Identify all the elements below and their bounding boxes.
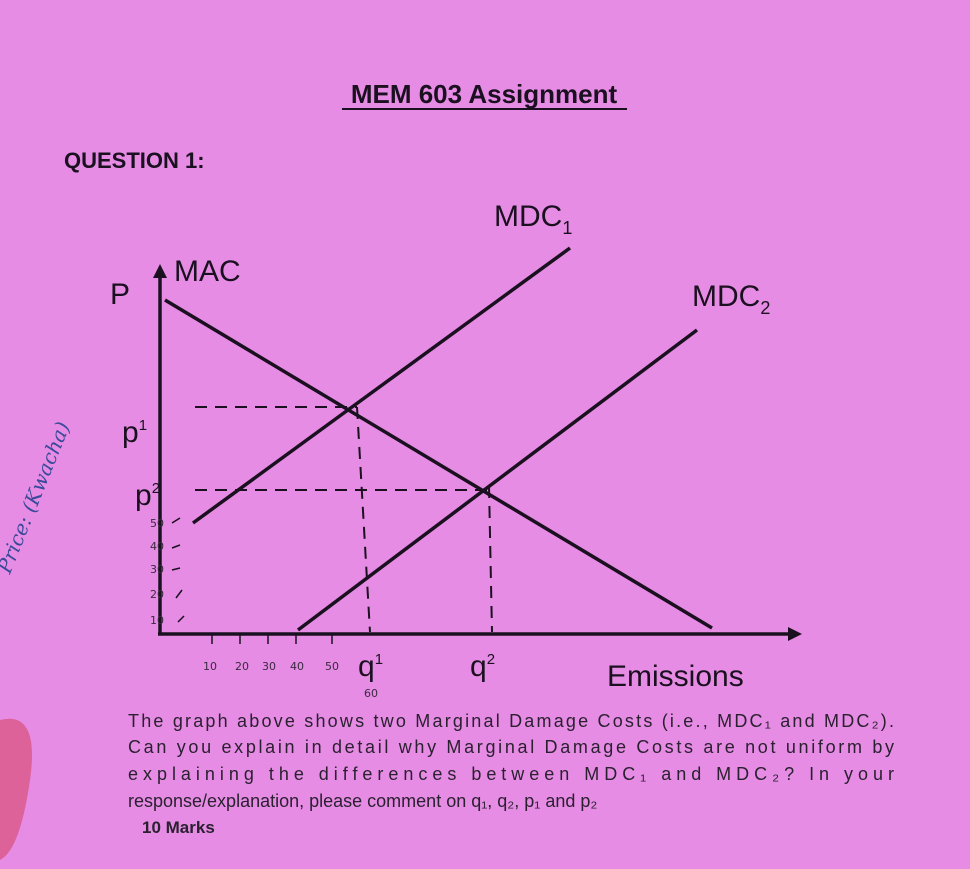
question-line: Can you explain in detail why Marginal D… xyxy=(128,737,894,757)
hand-tick xyxy=(177,615,185,623)
mdc2-label: MDC2 xyxy=(692,280,770,318)
hand-y-number: 40 xyxy=(150,540,164,553)
mac-line xyxy=(164,298,713,630)
hand-x-number: 40 xyxy=(290,660,304,673)
mdc1-line xyxy=(191,246,572,525)
hand-x-number: 50 xyxy=(325,660,339,673)
label-main: q xyxy=(470,650,487,683)
hand-y-number: 30 xyxy=(150,563,164,576)
p1-label: p1 xyxy=(122,416,147,449)
label-main: p xyxy=(135,479,152,512)
label-sup: 1 xyxy=(375,651,383,668)
label-main: MDC xyxy=(692,280,760,313)
question-line: explaining the differences between MDC₁ … xyxy=(128,764,894,784)
y-axis-arrow xyxy=(153,264,167,278)
price-axis-label: P xyxy=(110,278,130,311)
hand-x-number: 30 xyxy=(262,660,276,673)
q1-guide xyxy=(356,406,371,633)
mdc1-label: MDC1 xyxy=(494,200,572,238)
label-sup: 1 xyxy=(139,417,147,434)
label-main: MDC xyxy=(494,200,562,233)
hand-y-number: 50 xyxy=(150,517,164,530)
label-main: q xyxy=(358,650,375,683)
q1-label: q1 xyxy=(358,650,383,683)
label-sup: 2 xyxy=(487,651,495,668)
hand-x-number: 10 xyxy=(203,660,217,673)
mdc2-line xyxy=(296,328,699,632)
x-axis-label: Emissions xyxy=(607,660,744,693)
question-line: response/explanation, please comment on … xyxy=(128,791,597,811)
hand-tick xyxy=(171,517,181,524)
question-label: QUESTION 1: xyxy=(64,148,205,173)
hand-tick xyxy=(171,567,181,571)
hand-tick xyxy=(175,589,183,599)
hand-y-number: 20 xyxy=(150,588,164,601)
finger-shadow xyxy=(0,718,32,860)
hand-tick xyxy=(171,544,181,549)
hand-y-number: 10 xyxy=(150,614,164,627)
label-sup: 2 xyxy=(152,480,160,497)
title: MEM 603 Assignment xyxy=(351,79,618,109)
x-axis-arrow xyxy=(788,627,802,641)
hand-x-number: 20 xyxy=(235,660,249,673)
marks: 10 Marks xyxy=(142,818,215,837)
question-line: The graph above shows two Marginal Damag… xyxy=(128,711,894,731)
label-sub: 2 xyxy=(760,298,770,318)
label-main: p xyxy=(122,416,139,449)
p2-label: p2 xyxy=(135,479,160,512)
hand-x-number: 60 xyxy=(364,687,378,700)
q2-guide xyxy=(488,485,493,633)
q2-label: q2 xyxy=(470,650,495,683)
label-sub: 1 xyxy=(562,218,572,238)
mac-label: MAC xyxy=(174,255,241,288)
